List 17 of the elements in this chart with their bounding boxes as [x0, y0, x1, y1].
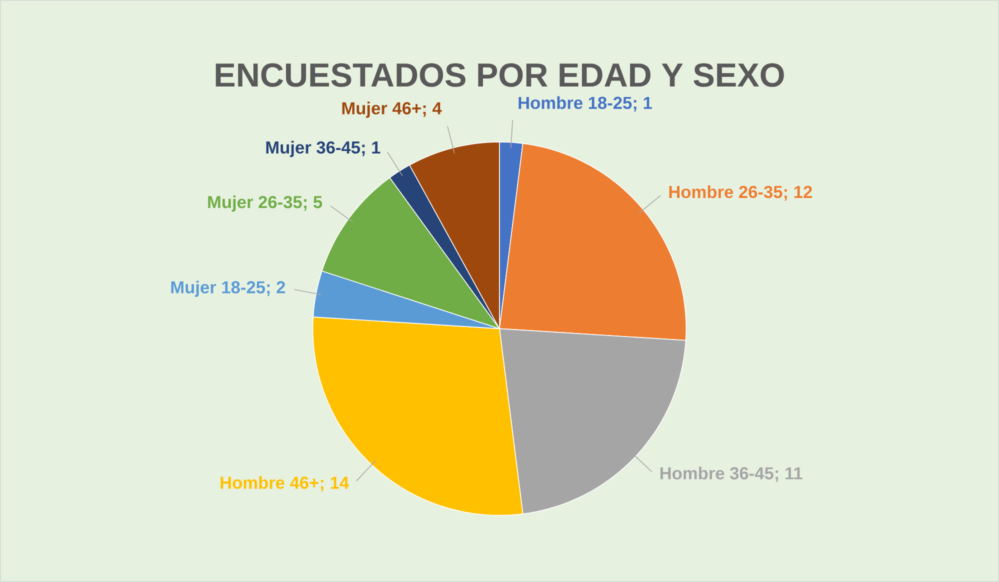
- slice-label: Hombre 46+: [220, 476, 318, 489]
- slice-label: Hombre 36-45: [660, 466, 774, 480]
- data-label: ; 1: [362, 142, 380, 156]
- slice-label: Mujer 26-35: [208, 195, 302, 212]
- data-label: ; 5: [304, 196, 322, 211]
- slice-label: Hombre 26-35: [669, 185, 782, 198]
- data-label: ; 12: [784, 186, 812, 201]
- data-label: ; 14: [320, 476, 349, 492]
- slice-label: Mujer 18-25: [171, 280, 265, 297]
- slice-label: Mujer 36-45: [266, 140, 360, 158]
- data-label: ; 2: [267, 281, 286, 296]
- slice-label: Hombre 18-25: [518, 96, 632, 110]
- data-label: ; 11: [776, 467, 802, 482]
- data-label: ; 4: [423, 102, 442, 117]
- slice-label: Mujer 46+: [342, 102, 421, 118]
- data-label: ; 1: [634, 96, 652, 112]
- chart-title: ENCUESTADOS POR EDAD Y SEXO: [216, 63, 784, 87]
